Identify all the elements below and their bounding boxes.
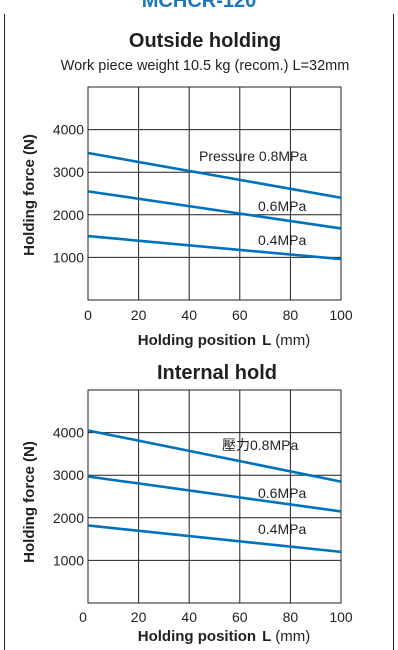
y-tick-label: 2000 — [53, 207, 84, 223]
x-tick-label: 60 — [232, 307, 248, 323]
x-tick-label: 0 — [84, 307, 92, 323]
model-header: MCHCR-120 — [142, 0, 256, 12]
chart-2-y-ticks: 1000 2000 3000 4000 — [53, 425, 84, 569]
chart-1-x-axis-label-symbol: L — [262, 332, 271, 349]
x-tick-label: 20 — [131, 609, 147, 625]
y-tick-label: 1000 — [53, 552, 84, 568]
x-tick-label: 80 — [283, 609, 299, 625]
series-line-1 — [87, 475, 342, 513]
chart-1-plot-border — [87, 86, 342, 301]
x-tick-label: 20 — [131, 307, 147, 323]
series-line-2 — [87, 234, 342, 261]
chart-2-x-ticks: 0 20 40 60 80 100 — [79, 609, 353, 625]
y-tick-label: 3000 — [53, 164, 84, 180]
chart-1-x-axis-label-main: Holding position — [138, 332, 256, 349]
series-line-1 — [87, 190, 342, 230]
x-tick-label: 100 — [329, 307, 353, 323]
chart-2-x-axis-label-main: Holding position — [138, 628, 256, 645]
y-tick-label: 4000 — [53, 122, 84, 138]
chart-1-y-axis-label: Holding force (N) — [21, 134, 38, 256]
chart-2-plot-border — [87, 389, 342, 604]
chart-outside-holding: Outside holding Work piece weight 10.5 k… — [21, 30, 353, 349]
chart-1-x-axis-label-unit: (mm) — [275, 332, 310, 349]
chart-2-y-axis-label: Holding force (N) — [21, 441, 38, 563]
chart-2-series-label-0.6: 0.6MPa — [258, 485, 306, 501]
x-tick-label: 80 — [283, 307, 299, 323]
chart-1-grid — [88, 86, 341, 300]
x-tick-label: 0 — [79, 609, 87, 625]
x-tick-label: 40 — [181, 307, 197, 323]
chart-1-title: Outside holding — [129, 30, 281, 52]
series-line-0 — [87, 429, 342, 483]
chart-1-y-ticks: 1000 2000 3000 4000 — [53, 122, 84, 266]
series-line-0 — [87, 151, 342, 200]
chart-1-series-label-0.4: 0.4MPa — [258, 232, 306, 248]
x-tick-label: 40 — [181, 609, 197, 625]
chart-1-x-ticks: 0 20 40 60 80 100 — [84, 307, 353, 323]
y-tick-label: 4000 — [53, 425, 84, 441]
chart-2-series-label-0.8: 壓力0.8MPa — [222, 437, 298, 453]
chart-1-series-label-0.8: Pressure 0.8MPa — [199, 148, 307, 164]
chart-2-x-axis-label: Holding position L (mm) — [138, 628, 310, 645]
chart-1-x-axis-label: Holding position L (mm) — [138, 332, 310, 349]
y-tick-label: 1000 — [53, 249, 84, 265]
x-tick-label: 100 — [329, 609, 353, 625]
chart-2-x-axis-label-symbol: L — [262, 628, 271, 645]
series-line-2 — [87, 524, 342, 554]
chart-internal-hold: Internal hold 壓力0.8MPa 0.6MPa 0.4MPa 100… — [21, 362, 353, 645]
chart-2-x-axis-label-unit: (mm) — [275, 628, 310, 645]
chart-1-series-label-0.6: 0.6MPa — [258, 198, 306, 214]
chart-2-series-label-0.4: 0.4MPa — [258, 521, 306, 537]
y-tick-label: 2000 — [53, 510, 84, 526]
chart-2-title: Internal hold — [157, 362, 277, 384]
chart-2-series — [87, 429, 342, 554]
chart-1-series — [87, 151, 342, 261]
y-tick-label: 3000 — [53, 467, 84, 483]
x-tick-label: 60 — [232, 609, 248, 625]
chart-1-subtitle: Work piece weight 10.5 kg (recom.) L=32m… — [61, 58, 350, 74]
